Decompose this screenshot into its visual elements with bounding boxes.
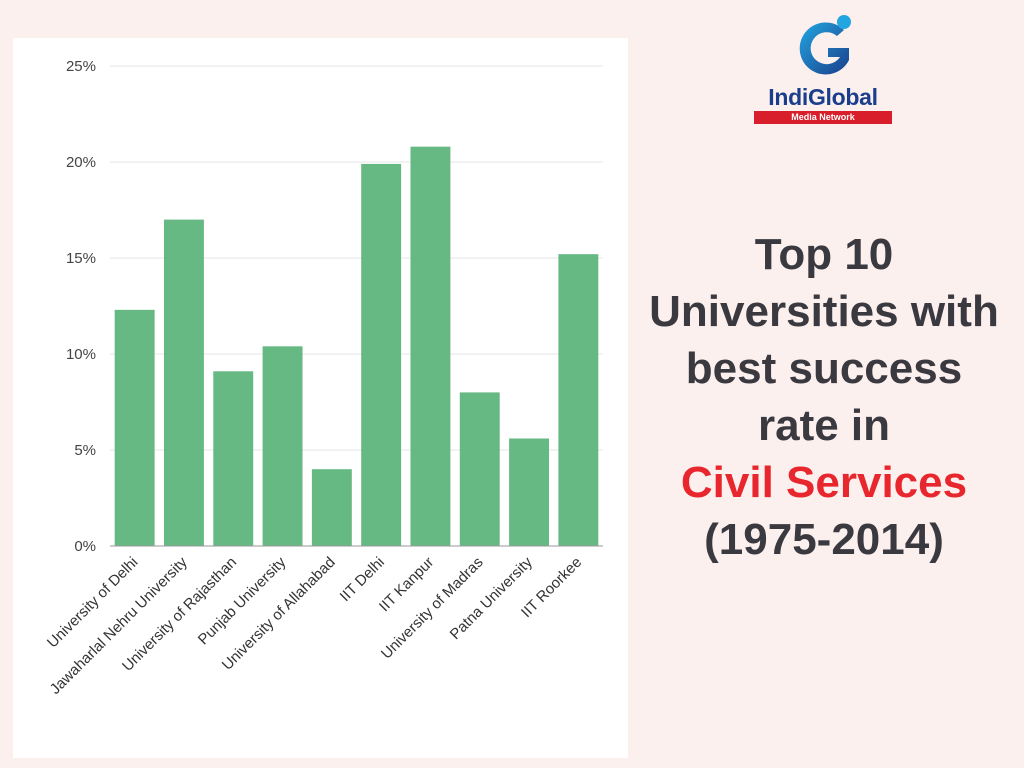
bar [163, 219, 204, 546]
y-tick-label: 20% [66, 154, 96, 171]
infographic-title: Top 10 Universities with best success ra… [632, 226, 1016, 568]
logo-tagline: Media Network [754, 111, 892, 124]
y-tick-label: 0% [74, 538, 96, 555]
y-tick-label: 5% [74, 442, 96, 459]
bar [262, 346, 303, 546]
title-line-3: best success [685, 344, 963, 393]
bar [509, 438, 550, 546]
x-category-label: Punjab University [195, 553, 290, 648]
y-tick-label: 15% [66, 250, 96, 267]
y-tick-label: 25% [66, 58, 96, 75]
x-category-label: University of Delhi [44, 554, 141, 651]
bar [361, 163, 402, 547]
indiglobal-logo: IndiGlobal Media Network [748, 8, 898, 128]
y-tick-label: 10% [66, 346, 96, 363]
bar [114, 309, 155, 546]
title-line-1: Top 10 [754, 230, 894, 279]
bar-chart: 0%5%10%15%20%25%University of DelhiJawah… [44, 58, 603, 698]
bar [410, 146, 451, 546]
bar [459, 392, 500, 546]
logo-g-icon [799, 15, 851, 75]
title-line-5: (1975-2014) [704, 515, 944, 564]
bar [213, 371, 254, 546]
bar [311, 469, 352, 546]
title-highlight: Civil Services [680, 458, 968, 507]
title-line-4: rate in [757, 401, 891, 450]
chart-panel: 0% 5% 10% 15% 20% 25% University of Delhi Jawah… [13, 38, 628, 758]
x-category-label: Patna University [447, 553, 537, 643]
bar [558, 254, 599, 546]
title-line-2: Universities with [649, 287, 999, 336]
logo-wordmark: IndiGlobal [768, 84, 878, 110]
